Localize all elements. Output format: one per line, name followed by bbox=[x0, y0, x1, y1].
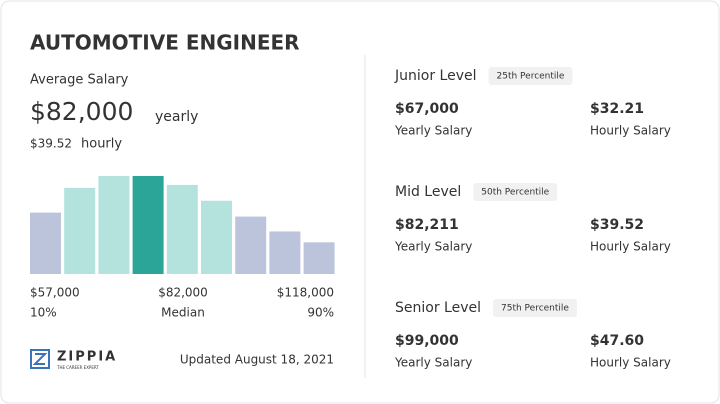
average-yearly: $82,000 bbox=[30, 97, 133, 126]
range-low: $57,000 bbox=[30, 286, 80, 300]
range-low-pct: 10% bbox=[30, 306, 57, 320]
logo: ZIPPIA THE CAREER EXPERT bbox=[30, 349, 117, 370]
range-mid: $82,000 bbox=[158, 286, 208, 300]
percentile: 50th Percentile bbox=[481, 188, 549, 198]
hourly-label: Hourly Salary bbox=[590, 240, 671, 254]
range-mid-label: Median bbox=[161, 306, 205, 320]
logo-name: ZIPPIA bbox=[57, 350, 117, 365]
hourly-value: $47.60 bbox=[590, 333, 644, 349]
yearly-label: Yearly Salary bbox=[394, 124, 472, 138]
bar bbox=[201, 200, 232, 274]
bar bbox=[303, 242, 335, 274]
yearly-label: Yearly Salary bbox=[394, 356, 472, 370]
distribution-chart bbox=[30, 175, 335, 274]
percentile-badge bbox=[488, 67, 573, 85]
yearly-value: $82,211 bbox=[395, 217, 459, 233]
range-high-pct: 90% bbox=[307, 306, 334, 320]
hourly-unit: hourly bbox=[81, 137, 122, 152]
hourly-label: Hourly Salary bbox=[590, 124, 671, 138]
percentile-badge bbox=[493, 299, 577, 317]
level-name: Junior Level bbox=[394, 68, 477, 84]
bar bbox=[166, 184, 198, 274]
hourly-value: $32.21 bbox=[590, 101, 644, 117]
logo-z bbox=[32, 353, 48, 365]
percentile: 75th Percentile bbox=[501, 304, 569, 314]
bar bbox=[30, 212, 61, 274]
bar bbox=[235, 216, 267, 274]
yearly-label: Yearly Salary bbox=[394, 240, 472, 254]
bar bbox=[98, 175, 130, 274]
percentile: 25th Percentile bbox=[497, 72, 565, 82]
average-label: Average Salary bbox=[30, 73, 129, 88]
yearly-value: $99,000 bbox=[395, 333, 459, 349]
range-high: $118,000 bbox=[277, 286, 334, 300]
average-hourly: $39.52 bbox=[30, 137, 72, 151]
levels: Junior Level 25th Percentile $67,000 Yearly… bbox=[394, 67, 671, 370]
percentile-badge bbox=[473, 183, 558, 201]
level-name: Mid Level bbox=[395, 184, 461, 200]
bar bbox=[269, 231, 301, 274]
yearly-unit: yearly bbox=[155, 109, 198, 125]
updated: Updated August 18, 2021 bbox=[180, 353, 334, 367]
title: AUTOMOTIVE ENGINEER bbox=[30, 31, 300, 55]
logo-tagline: THE CAREER EXPERT bbox=[56, 365, 99, 370]
bar bbox=[132, 175, 164, 274]
bar bbox=[64, 187, 96, 274]
hourly-label: Hourly Salary bbox=[590, 356, 671, 370]
level-name: Senior Level bbox=[395, 300, 481, 316]
yearly-value: $67,000 bbox=[395, 101, 459, 117]
hourly-value: $39.52 bbox=[590, 217, 644, 233]
